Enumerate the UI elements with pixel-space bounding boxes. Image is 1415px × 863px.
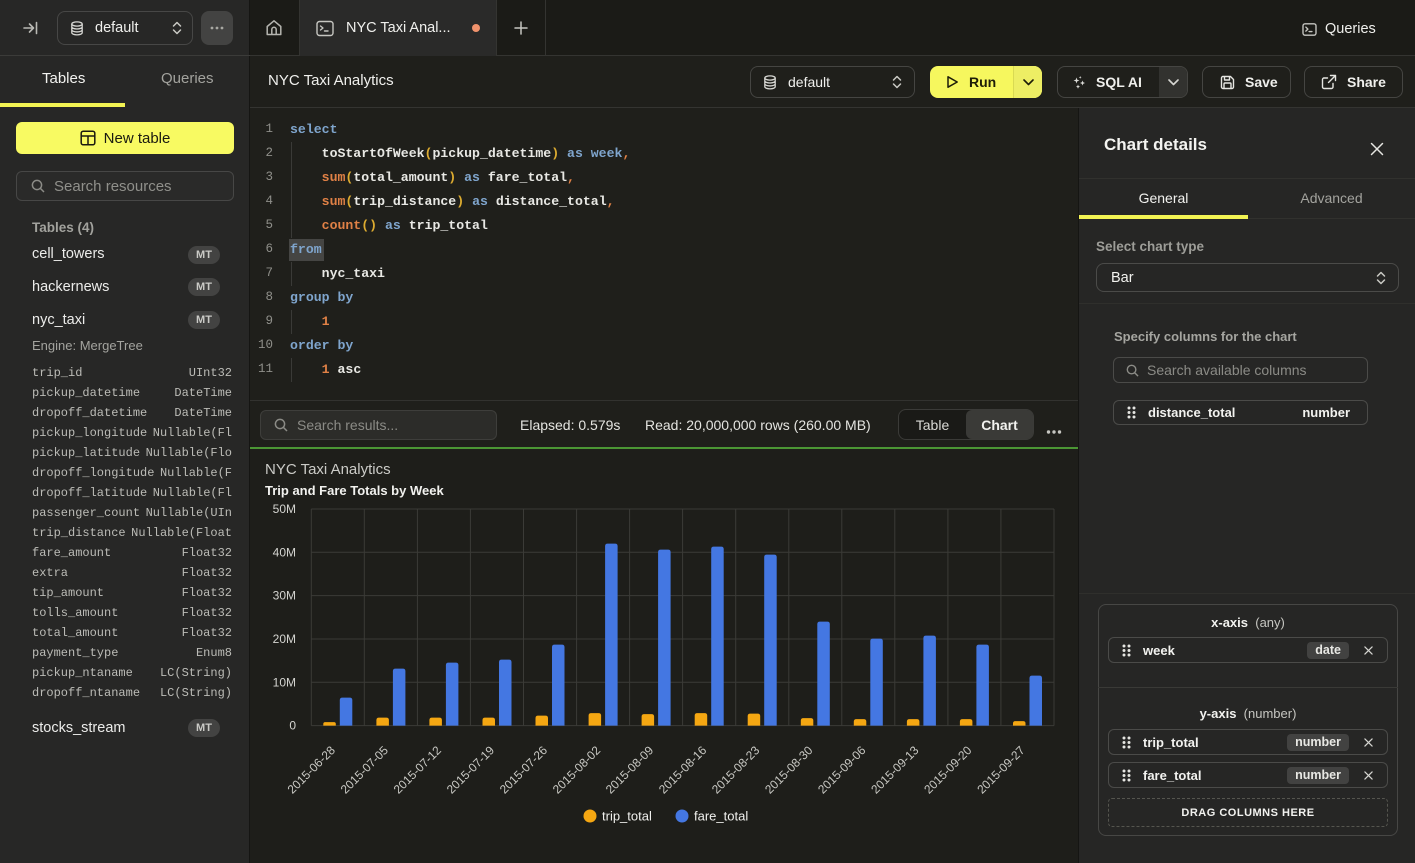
svg-text:2015-09-20: 2015-09-20 (921, 743, 975, 797)
svg-text:2015-08-23: 2015-08-23 (709, 743, 763, 797)
svg-text:20M: 20M (273, 632, 296, 646)
svg-text:2015-07-12: 2015-07-12 (391, 743, 445, 797)
svg-text:2015-09-13: 2015-09-13 (868, 743, 922, 797)
svg-text:2015-07-19: 2015-07-19 (444, 743, 498, 797)
svg-text:30M: 30M (273, 589, 296, 603)
svg-text:2015-08-16: 2015-08-16 (656, 743, 710, 797)
svg-text:50M: 50M (273, 502, 296, 516)
svg-text:2015-07-26: 2015-07-26 (497, 743, 551, 797)
svg-text:fare_total: fare_total (694, 809, 748, 824)
svg-text:0: 0 (289, 719, 296, 733)
svg-text:40M: 40M (273, 545, 296, 559)
svg-text:10M: 10M (273, 675, 296, 689)
svg-text:2015-08-30: 2015-08-30 (762, 743, 816, 797)
svg-text:2015-08-02: 2015-08-02 (550, 743, 604, 797)
svg-text:trip_total: trip_total (602, 809, 652, 824)
svg-text:2015-08-09: 2015-08-09 (603, 743, 657, 797)
svg-text:2015-09-06: 2015-09-06 (815, 743, 869, 797)
svg-text:2015-07-05: 2015-07-05 (338, 743, 392, 797)
svg-text:2015-06-28: 2015-06-28 (285, 743, 339, 797)
svg-text:2015-09-27: 2015-09-27 (974, 743, 1028, 797)
